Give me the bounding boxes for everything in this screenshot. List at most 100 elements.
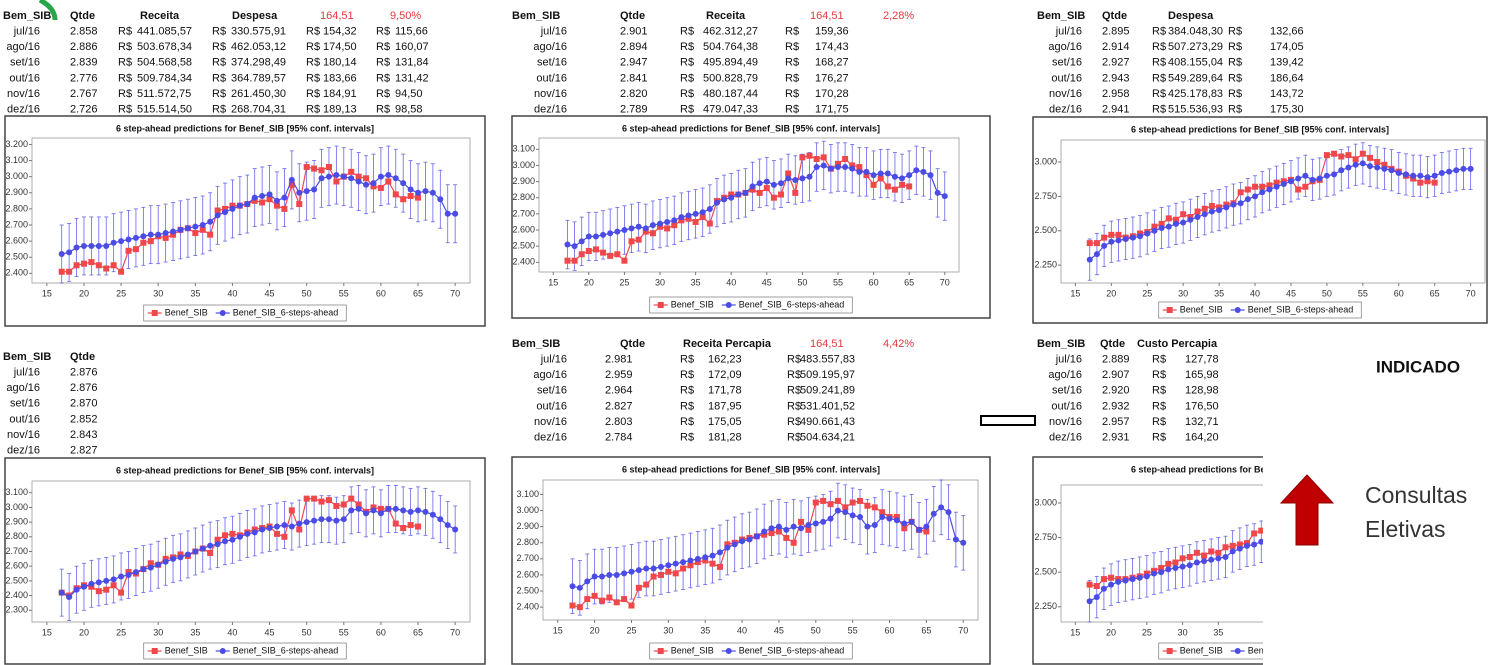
table-cell: 2.820 (620, 88, 648, 100)
point (600, 249, 607, 256)
point (1180, 219, 1187, 226)
point (437, 516, 444, 523)
table-cell: 2.876 (70, 382, 98, 394)
row-label: dez/16 (534, 104, 567, 116)
x-tick-label: 20 (590, 625, 600, 635)
point (1172, 559, 1179, 566)
up-arrow (1279, 474, 1335, 546)
point (564, 257, 571, 264)
chart: 6 step-ahead predictions for Benef_SIB [… (4, 457, 486, 665)
table-cell: 2.894 (620, 41, 648, 53)
table-cell: 2.959 (605, 369, 633, 381)
point (1280, 181, 1287, 187)
row-label: ago/16 (1048, 41, 1082, 53)
point (657, 563, 664, 570)
point (452, 210, 459, 217)
table-cell: R$ (1152, 416, 1166, 428)
y-tick-label: 2.600 (516, 569, 539, 579)
table-cell: 384.048,30 (1168, 26, 1223, 38)
point (635, 236, 642, 243)
row-label: jul/16 (1055, 26, 1082, 38)
point (236, 202, 243, 209)
point (1352, 161, 1359, 168)
table-header: 164,51 (320, 10, 354, 22)
point (340, 516, 347, 523)
table-cell: 374.298,49 (231, 57, 286, 69)
point (1172, 216, 1179, 223)
point (812, 520, 819, 527)
point (273, 197, 280, 204)
table-cell: 490.661,43 (800, 416, 855, 428)
x-tick-label: 50 (1322, 288, 1332, 298)
point (592, 233, 599, 240)
point (281, 205, 288, 212)
point (778, 191, 785, 198)
table-cell: 425.178,83 (1168, 88, 1223, 100)
point (864, 523, 871, 530)
point (1108, 231, 1115, 238)
point (724, 544, 731, 551)
table-header: Bem_SIB (1037, 10, 1085, 22)
point (1144, 230, 1151, 237)
legend-frame (649, 296, 853, 314)
point (318, 167, 325, 174)
point (1158, 225, 1165, 231)
chart: 6 step-ahead predictions for Benef_SIB [… (4, 115, 486, 327)
point (147, 560, 154, 567)
point (259, 193, 266, 199)
point (749, 186, 756, 193)
point (452, 526, 459, 533)
table-header: Qtde (620, 338, 645, 350)
point (792, 176, 799, 183)
table-cell: 479.047,33 (703, 104, 758, 116)
point (702, 554, 709, 561)
point (1316, 175, 1323, 182)
table-cell: 2.886 (70, 41, 98, 53)
point (702, 557, 709, 564)
point (571, 243, 578, 250)
point (244, 201, 251, 208)
point (657, 220, 664, 227)
table-cell: 549.289,64 (1168, 72, 1223, 84)
point (222, 538, 229, 545)
point (827, 165, 834, 172)
point (1295, 186, 1302, 193)
legend-marker (657, 648, 664, 654)
point (58, 268, 65, 275)
point (785, 170, 792, 177)
table-cell: 462.053,12 (231, 41, 286, 53)
point (799, 175, 806, 182)
point (709, 552, 716, 559)
row-label: nov/16 (1049, 88, 1082, 100)
point (296, 526, 303, 533)
point (422, 188, 429, 195)
point (184, 551, 191, 558)
point (628, 568, 635, 575)
point (598, 573, 605, 580)
table-cell: 132,66 (1270, 26, 1304, 38)
point (692, 210, 699, 217)
x-tick-label: 45 (774, 625, 784, 635)
table-cell: R$ (212, 26, 226, 38)
point (613, 571, 620, 578)
point (303, 188, 310, 195)
point (1395, 170, 1402, 176)
point (88, 259, 95, 266)
point (192, 548, 199, 555)
point (863, 172, 870, 179)
point (437, 196, 444, 203)
x-tick-label: 40 (726, 277, 736, 287)
legend-label: Benef_SIB (1180, 304, 1223, 314)
point (699, 214, 706, 221)
table-cell: R$ (1152, 354, 1166, 366)
table-cell: 2.941 (1102, 104, 1130, 116)
table-cell: 127,78 (1185, 354, 1219, 366)
point (685, 212, 692, 219)
point (318, 516, 325, 523)
point (377, 184, 384, 191)
point (1252, 183, 1259, 190)
point (73, 586, 80, 593)
point (229, 536, 236, 543)
point (1258, 527, 1263, 534)
point (571, 257, 578, 264)
